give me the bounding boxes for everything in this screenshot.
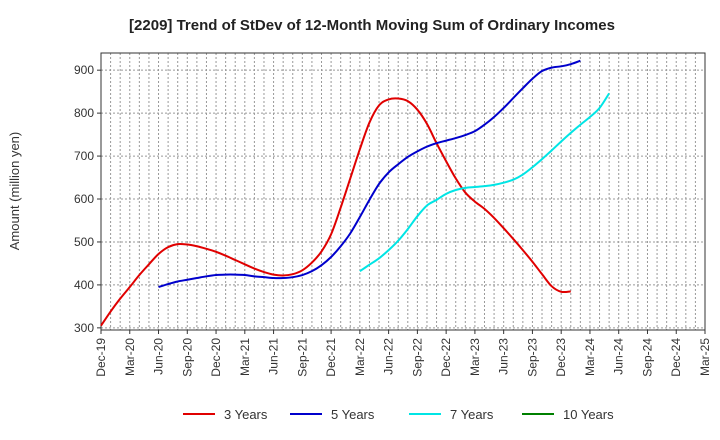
x-tick-label: Mar-23 bbox=[468, 338, 482, 376]
series-line-3-years bbox=[100, 97, 571, 327]
series bbox=[100, 59, 610, 327]
x-tick-label: Mar-20 bbox=[123, 338, 137, 376]
y-tick-label: 400 bbox=[74, 278, 94, 292]
legend-label-5-years: 5 Years bbox=[331, 407, 375, 422]
y-tick-label: 900 bbox=[74, 63, 94, 77]
x-tick-label: Dec-21 bbox=[324, 338, 338, 377]
x-tick-label: Sep-20 bbox=[180, 338, 194, 377]
x-tick-label: Jun-20 bbox=[152, 338, 166, 375]
x-tick-label: Dec-19 bbox=[94, 338, 108, 377]
x-tick-label: Sep-24 bbox=[640, 338, 654, 377]
x-tick-label: Jun-22 bbox=[382, 338, 396, 375]
x-tick-label: Jun-21 bbox=[267, 338, 281, 375]
x-tick-label: Jun-23 bbox=[497, 338, 511, 375]
y-tick-label: 700 bbox=[74, 149, 94, 163]
y-tick-label: 500 bbox=[74, 235, 94, 249]
legend: 3 Years 5 Years 7 Years 10 Years bbox=[183, 407, 614, 422]
legend-label-7-years: 7 Years bbox=[450, 407, 494, 422]
y-tick-label: 600 bbox=[74, 192, 94, 206]
x-tick-label: Dec-22 bbox=[439, 338, 453, 377]
y-ticks: 300 400 500 600 700 800 900 bbox=[74, 63, 101, 335]
y-tick-label: 300 bbox=[74, 321, 94, 335]
x-tick-label: Jun-24 bbox=[612, 338, 626, 375]
x-ticks: Dec-19 Mar-20 Jun-20 Sep-20 Dec-20 Mar-21 Jun-… bbox=[94, 330, 712, 377]
y-axis-label: Amount (million yen) bbox=[7, 132, 22, 251]
series-line-7-years bbox=[359, 92, 610, 272]
x-tick-label: Mar-25 bbox=[698, 338, 712, 376]
x-tick-label: Mar-24 bbox=[583, 338, 597, 376]
x-tick-label: Mar-22 bbox=[353, 338, 367, 376]
chart-title: [2209] Trend of StDev of 12-Month Moving… bbox=[129, 17, 615, 34]
x-tick-label: Dec-23 bbox=[554, 338, 568, 377]
legend-label-3-years: 3 Years bbox=[224, 407, 268, 422]
x-tick-label: Dec-24 bbox=[669, 338, 683, 377]
y-tick-label: 800 bbox=[74, 106, 94, 120]
series-line-5-years bbox=[158, 59, 581, 289]
x-tick-label: Sep-22 bbox=[410, 338, 424, 377]
x-tick-label: Sep-21 bbox=[295, 338, 309, 377]
grid bbox=[101, 53, 705, 330]
x-tick-label: Mar-21 bbox=[238, 338, 252, 376]
x-tick-label: Sep-23 bbox=[525, 338, 539, 377]
legend-label-10-years: 10 Years bbox=[563, 407, 614, 422]
plot-frame bbox=[100, 52, 706, 331]
x-tick-label: Dec-20 bbox=[209, 338, 223, 377]
